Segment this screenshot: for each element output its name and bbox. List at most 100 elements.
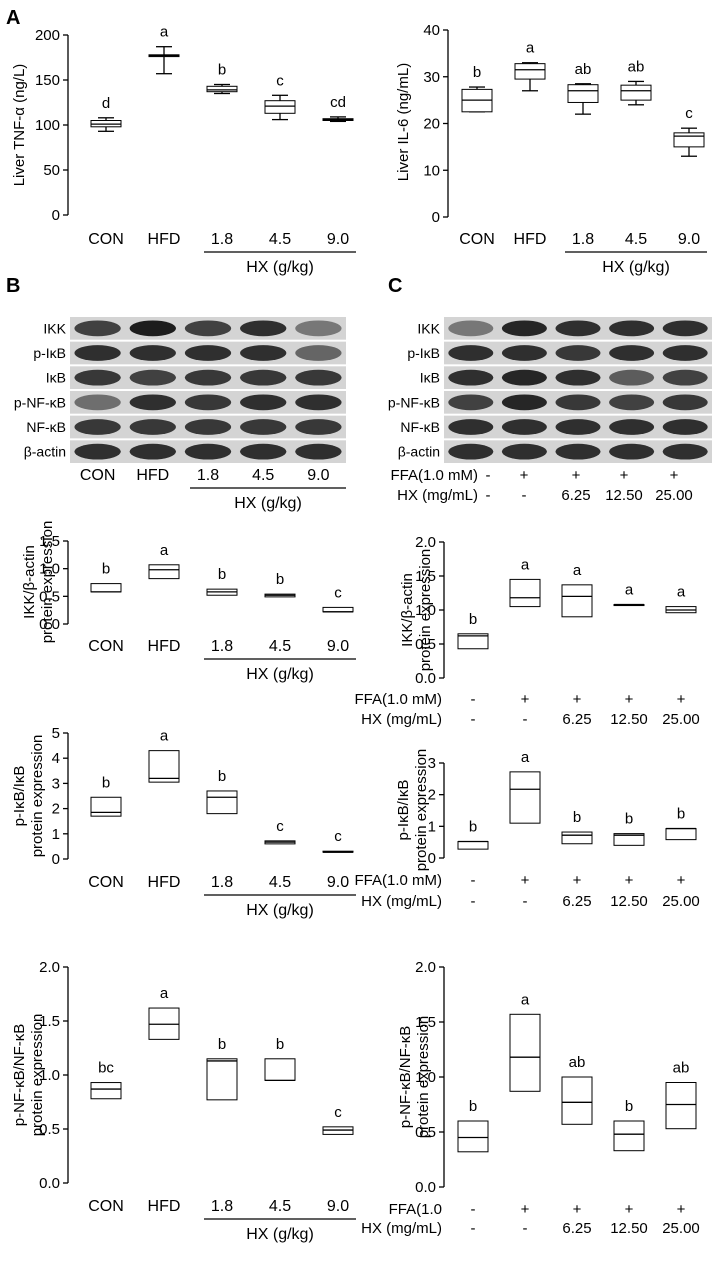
x-tick-label-b1: CON (88, 638, 124, 655)
group-label-b3: HX (g/kg) (246, 1226, 314, 1243)
x-tick-label-b3: CON (88, 1198, 124, 1215)
y-tick-label-c3: 0.0 (415, 1179, 436, 1196)
x-tick-label-b1: 1.8 (211, 638, 233, 655)
sig-letter-b3: c (334, 1104, 342, 1121)
x-tick-label-a1: 1.8 (211, 231, 233, 248)
blot-band-c (609, 369, 655, 386)
y-tick-label-b1: 1.5 (39, 533, 60, 550)
blot-band-c (448, 394, 494, 411)
sig-letter-b3: b (218, 1036, 226, 1053)
y-tick-label-c1: 0.0 (415, 670, 436, 687)
sig-letter-c1: a (625, 582, 634, 599)
row2-value-c2: - (471, 893, 476, 910)
x-tick-label-b3: HFD (148, 1198, 181, 1215)
sig-letter-a1: d (102, 95, 110, 112)
blot-band-b (129, 419, 176, 435)
sig-letter-c3: ab (673, 1060, 690, 1077)
row2-label-c1: HX (mg/mL) (361, 711, 442, 728)
blot-band-c (448, 419, 494, 435)
sig-letter-b3: bc (98, 1060, 114, 1077)
blot-band-c (662, 345, 708, 361)
row1-value-c2: + (677, 872, 686, 889)
y-tick-label-a1: 50 (43, 162, 60, 179)
blot-band-c (501, 369, 547, 386)
sig-letter-b2: c (334, 828, 342, 845)
y-tick-label-c2: 0 (428, 850, 436, 867)
sig-letter-a1: c (276, 72, 284, 89)
y-tick-label-a2: 40 (423, 22, 440, 39)
sig-letter-b1: b (276, 571, 284, 588)
x-tick-label-b2: 1.8 (211, 874, 233, 891)
blot-band-c (448, 345, 494, 361)
row1-value-c1: + (521, 691, 530, 708)
row2-value-c1: 25.00 (662, 711, 700, 728)
blot-row-label-c: NF-κB (400, 419, 440, 435)
x-tick-label-b2: 4.5 (269, 874, 291, 891)
group-label-a2: HX (g/kg) (602, 259, 670, 276)
y-axis-label-b2: p-IκB/IκB (11, 766, 28, 827)
sig-letter-a2: a (526, 40, 535, 57)
y-axis-label-2-b3: protein expression (29, 1014, 46, 1137)
sig-letter-c3: a (521, 991, 530, 1008)
box-a1 (264, 100, 296, 114)
row2-label-c3: HX (mg/mL) (361, 1220, 442, 1237)
blot-band-b (74, 369, 121, 386)
y-axis-label-2-b1: protein expression (39, 521, 56, 644)
row2-value-c3: 6.25 (562, 1220, 591, 1237)
blot-c-row2-value: - (486, 487, 491, 504)
sig-letter-c2: b (469, 819, 477, 836)
x-tick-label-a2: 9.0 (678, 231, 700, 248)
x-tick-label-b3: 1.8 (211, 1198, 233, 1215)
group-label-a1: HX (g/kg) (246, 259, 314, 276)
box-c3 (665, 1082, 697, 1130)
y-axis-label-c1: IKK/β-actin (399, 573, 416, 647)
blot-c-row2-label: HX (mg/mL) (397, 487, 478, 504)
blot-row-label-c: IKK (417, 320, 440, 336)
blot-band-c (501, 443, 547, 460)
box-c3 (509, 1013, 541, 1092)
blot-b-lane-label: CON (80, 467, 116, 484)
box-c1 (509, 578, 541, 608)
blot-band-c (501, 419, 547, 435)
y-tick-label-b3: 2.0 (39, 959, 60, 976)
blot-band-b (295, 394, 342, 411)
box-c1 (561, 584, 593, 618)
box-c2 (613, 833, 645, 846)
y-axis-label-a2: Liver IL-6 (ng/mL) (395, 63, 412, 181)
blot-band-c (501, 345, 547, 361)
blot-band-b (184, 443, 232, 460)
y-tick-label-a1: 0 (52, 207, 60, 224)
y-tick-label-b2: 2 (52, 801, 60, 818)
sig-letter-a1: b (218, 62, 226, 79)
blot-band-b (295, 369, 342, 386)
box-b2 (206, 790, 238, 815)
y-tick-label-b1: 0.0 (39, 616, 60, 633)
row1-value-c2: + (573, 872, 582, 889)
blot-c-row2-value: 6.25 (561, 487, 590, 504)
y-axis-label-2-c3: protein expression (415, 1016, 432, 1139)
blot-band-b (129, 320, 176, 337)
blot-band-b (295, 345, 342, 361)
sig-letter-c2: b (625, 811, 633, 828)
x-tick-label-b1: 9.0 (327, 638, 349, 655)
sig-letter-b3: a (160, 985, 169, 1002)
box-a1 (206, 85, 238, 93)
sig-letter-a2: ab (575, 61, 592, 78)
y-tick-label-c2: 3 (428, 755, 436, 772)
row2-label-c2: HX (mg/mL) (361, 893, 442, 910)
sig-letter-b1: b (102, 561, 110, 578)
blot-band-b (74, 345, 121, 361)
panel-label-b: B (6, 275, 20, 297)
row1-value-c2: + (521, 872, 530, 889)
y-tick-label-c3: 0.5 (415, 1124, 436, 1141)
sig-letter-b3: b (276, 1036, 284, 1053)
box-b3 (264, 1058, 296, 1081)
box-c3 (561, 1076, 593, 1125)
row1-value-c1: + (677, 691, 686, 708)
row2-value-c2: - (523, 893, 528, 910)
box-a2 (673, 132, 705, 148)
blot-band-c (501, 394, 547, 411)
blot-band-c (501, 320, 547, 337)
y-tick-label-c2: 1 (428, 818, 436, 835)
blot-c-row2-value: 25.00 (655, 487, 693, 504)
